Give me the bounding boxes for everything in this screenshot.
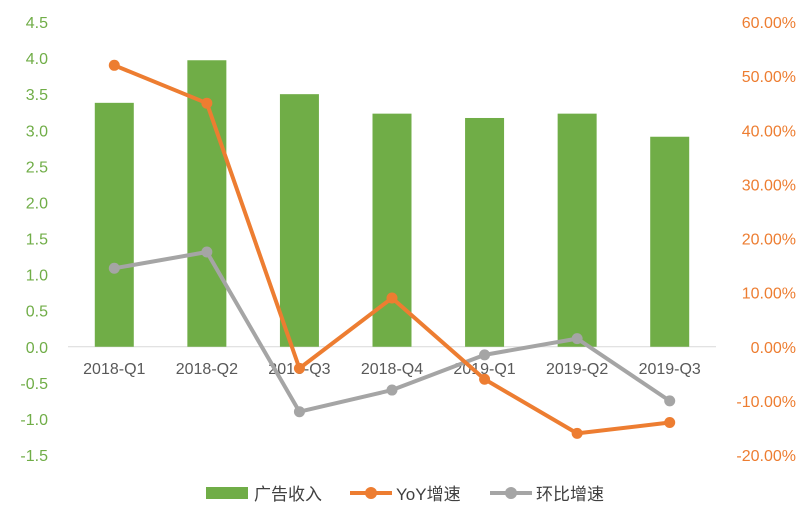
point-yoy-2018-Q1 xyxy=(108,59,120,71)
legend-label-ad-revenue: 广告收入 xyxy=(254,485,322,504)
line-series xyxy=(108,59,676,439)
point-yoy-2018-Q2 xyxy=(201,97,213,109)
legend-label-qoq: 环比增速 xyxy=(536,485,604,504)
left-axis-tick-labels: 4.5 4.0 3.5 3.0 2.5 2.0 1.5 1.0 0.5 0.0 -0.5 -1.0 -1… xyxy=(20,15,48,465)
category-label: 2018-Q2 xyxy=(176,361,238,378)
left-tick-label: 0.0 xyxy=(26,340,48,357)
point-yoy-2019-Q1 xyxy=(479,373,491,385)
right-tick-label: 10.00% xyxy=(742,286,796,303)
point-yoy-2019-Q2 xyxy=(571,427,583,439)
point-qoq-2018-Q4 xyxy=(386,384,398,396)
point-yoy-2018-Q3 xyxy=(293,362,305,374)
category-axis-labels: 2018-Q12018-Q22018-Q32018-Q42019-Q12019-… xyxy=(83,361,701,378)
left-tick-label: 2.0 xyxy=(26,195,48,212)
point-qoq-2019-Q2 xyxy=(571,333,583,345)
point-qoq-2019-Q3 xyxy=(664,395,676,407)
point-yoy-2019-Q3 xyxy=(664,417,676,429)
left-tick-label: -0.5 xyxy=(20,376,48,393)
left-tick-label: 3.5 xyxy=(26,87,48,104)
right-tick-label: 0.00% xyxy=(751,340,796,357)
left-tick-label: 4.5 xyxy=(26,15,48,32)
bar-2018-Q1 xyxy=(94,102,134,347)
right-tick-label: 40.00% xyxy=(742,123,796,140)
bar-series-ad-revenue xyxy=(94,60,690,347)
legend-label-yoy: YoY增速 xyxy=(396,485,461,504)
point-qoq-2018-Q3 xyxy=(293,406,305,418)
category-label: 2018-Q1 xyxy=(83,361,145,378)
right-tick-label: 20.00% xyxy=(742,232,796,249)
category-label: 2019-Q3 xyxy=(639,361,701,378)
left-tick-label: 1.5 xyxy=(26,232,48,249)
category-label: 2018-Q4 xyxy=(361,361,423,378)
right-axis-tick-labels: 60.00% 50.00% 40.00% 30.00% 20.00% 10.00% 0.00… xyxy=(736,15,796,465)
bar-2018-Q3 xyxy=(279,94,319,347)
right-tick-label: 50.00% xyxy=(742,69,796,86)
left-tick-label: 1.0 xyxy=(26,268,48,285)
right-tick-label: -20.00% xyxy=(736,448,796,465)
left-tick-label: 4.0 xyxy=(26,51,48,68)
point-yoy-2018-Q4 xyxy=(386,292,398,304)
legend: 广告收入 YoY增速 环比增速 xyxy=(206,485,604,504)
point-qoq-2018-Q1 xyxy=(108,262,120,274)
legend-swatch-ad-revenue xyxy=(206,487,248,499)
right-tick-label: 60.00% xyxy=(742,15,796,32)
point-qoq-2018-Q2 xyxy=(201,246,213,258)
left-tick-label: 3.0 xyxy=(26,123,48,140)
right-tick-label: 30.00% xyxy=(742,177,796,194)
right-tick-label: -10.00% xyxy=(736,394,796,411)
bar-2019-Q2 xyxy=(557,113,597,347)
legend-marker-qoq xyxy=(505,487,517,499)
legend-marker-yoy xyxy=(365,487,377,499)
left-tick-label: -1.5 xyxy=(20,448,48,465)
left-tick-label: -1.0 xyxy=(20,412,48,429)
bar-2019-Q1 xyxy=(465,117,505,347)
point-qoq-2019-Q1 xyxy=(479,349,491,361)
bar-2019-Q3 xyxy=(650,136,690,347)
left-tick-label: 2.5 xyxy=(26,159,48,176)
left-tick-label: 0.5 xyxy=(26,304,48,321)
category-label: 2019-Q2 xyxy=(546,361,608,378)
